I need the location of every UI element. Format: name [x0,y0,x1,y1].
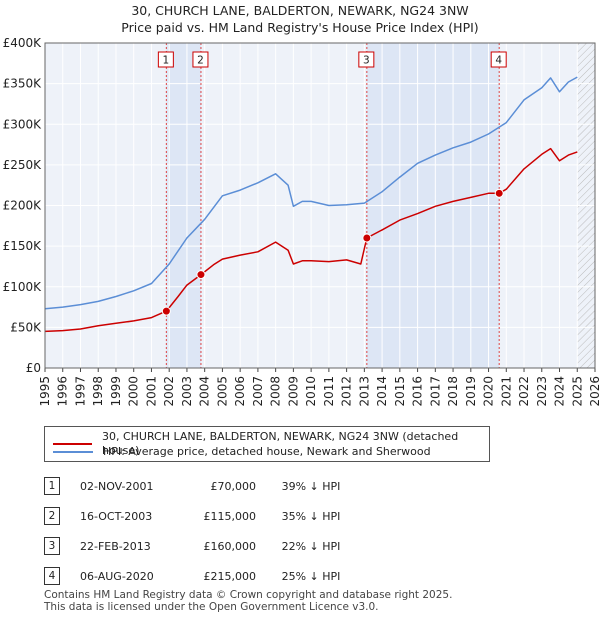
x-tick-label: 2022 [517,376,531,407]
title-line-1: 30, CHURCH LANE, BALDERTON, NEWARK, NG24… [131,3,469,18]
x-tick-label: 2019 [464,376,478,407]
legend-item-hpi: HPI: Average price, detached house, Newa… [53,445,431,459]
x-tick-label: 2000 [127,376,141,407]
x-tick-label: 1999 [109,376,123,407]
x-tick-label: 2015 [393,376,407,407]
transaction-label-box [358,51,375,68]
x-tick-label: 2007 [251,376,265,407]
price-chart: £0 £50K £100K £150K £200K £250K £300K £350K £400… [3,36,600,407]
transaction-date: 22-FEB-2013 [80,539,151,553]
x-tick-label: 2011 [322,376,336,407]
y-tick-label: £200K [3,199,43,213]
transaction-number: 4 [44,567,60,585]
transaction-hpi-diff: 39% ↓ HPI [281,479,341,493]
transaction-hpi-diff: 25% ↓ HPI [281,569,341,583]
legend-swatch-property [53,443,92,445]
x-tick-label: 1995 [38,376,52,407]
legend-label-property: 30, CHURCH LANE, BALDERTON, NEWARK, NG24… [101,430,459,457]
x-tick-label: 2010 [304,376,318,407]
transaction-date: 02-NOV-2001 [80,479,154,493]
chart-legend: 30, CHURCH LANE, BALDERTON, NEWARK, NG24… [44,426,490,462]
transaction-price: £115,000 [203,509,257,523]
x-tick-label: 2003 [180,376,194,407]
transaction-label-number: 2 [197,55,204,67]
transactions-table: 1 02-NOV-2001 £70,000 39% ↓ HPI 2 16-OCT… [44,471,366,591]
transaction-price: £70,000 [210,479,257,493]
transaction-label-number: 3 [363,55,370,67]
y-tick-label: £100K [3,280,43,294]
x-tick-label: 2020 [482,376,496,407]
footer-line-2: This data is licensed under the Open Gov… [44,601,379,613]
x-tick-label: 2002 [162,376,176,407]
y-tick-label: £350K [3,77,43,91]
property-series-line [44,147,578,333]
legend-swatch-hpi [53,451,93,453]
y-tick-label: £300K [3,117,43,131]
transaction-price: £215,000 [203,569,257,583]
x-tick-label: 2006 [233,376,247,407]
y-tick-label: £0 [26,361,41,375]
transaction-hpi-diff: 22% ↓ HPI [281,539,341,553]
x-tick-label: 1998 [91,376,105,407]
x-tick-label: 2013 [357,376,371,407]
x-tick-label: 2017 [428,376,442,407]
transaction-number: 1 [44,477,60,495]
x-tick-label: 1997 [73,376,87,407]
y-tick-label: £150K [3,239,43,253]
x-tick-label: 2005 [215,376,229,407]
transaction-price: £160,000 [203,539,257,553]
chart-title: 30, CHURCH LANE, BALDERTON, NEWARK, NG24… [0,2,600,36]
transaction-number: 2 [44,507,60,525]
table-row: 4 06-AUG-2020 £215,000 25% ↓ HPI [44,561,366,591]
transaction-label-box [192,51,209,68]
transaction-label-number: 4 [495,55,502,67]
transaction-label-number: 1 [163,55,170,67]
x-tick-label: 2016 [411,376,425,407]
table-row: 2 16-OCT-2003 £115,000 35% ↓ HPI [44,501,366,531]
transaction-date: 06-AUG-2020 [80,569,154,583]
transaction-label-box [490,51,507,68]
hpi-series-line [44,76,578,310]
table-row: 3 22-FEB-2013 £160,000 22% ↓ HPI [44,531,366,561]
x-tick-label: 2024 [553,376,567,407]
legend-item-property: 30, CHURCH LANE, BALDERTON, NEWARK, NG24… [53,430,489,458]
x-tick-label: 2025 [570,376,584,407]
footer-attribution: Contains HM Land Registry data © Crown c… [44,589,452,613]
footer-line-1: Contains HM Land Registry data © Crown c… [44,589,453,601]
plot-border [44,42,596,369]
x-tick-label: 2023 [535,376,549,407]
x-tick-label: 2008 [269,376,283,407]
transaction-marker [494,188,504,198]
legend-label-hpi: HPI: Average price, detached house, Newa… [103,445,431,458]
y-tick-label: £250K [3,158,43,172]
transaction-number: 3 [44,537,60,555]
x-tick-label: 2018 [446,376,460,407]
transaction-label-box [157,51,174,68]
x-tick-label: 2021 [499,376,513,407]
table-row: 1 02-NOV-2001 £70,000 39% ↓ HPI [44,471,366,501]
x-tick-label: 1996 [56,376,70,407]
x-tick-label: 2012 [340,376,354,407]
x-tick-label: 2014 [375,376,389,407]
x-tick-label: 2001 [144,376,158,407]
x-tick-label: 2004 [198,376,212,407]
transaction-marker [161,306,171,316]
x-tick-label: 2026 [588,376,600,407]
transaction-marker [196,270,206,280]
transaction-date: 16-OCT-2003 [80,509,153,523]
y-tick-label: £400K [3,36,43,50]
transaction-hpi-diff: 35% ↓ HPI [281,509,341,523]
transaction-marker [362,233,372,243]
y-tick-label: £50K [10,320,42,334]
title-line-2: Price paid vs. HM Land Registry's House … [121,20,479,35]
x-tick-label: 2009 [286,376,300,407]
